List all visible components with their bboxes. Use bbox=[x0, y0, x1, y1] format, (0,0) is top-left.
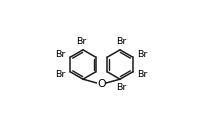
Text: O: O bbox=[97, 79, 105, 89]
Text: Br: Br bbox=[116, 83, 126, 92]
Text: Br: Br bbox=[136, 50, 147, 59]
Text: Br: Br bbox=[55, 70, 66, 79]
Text: Br: Br bbox=[76, 37, 86, 46]
Text: Br: Br bbox=[55, 50, 66, 59]
Text: Br: Br bbox=[116, 37, 126, 46]
Text: Br: Br bbox=[136, 70, 147, 79]
